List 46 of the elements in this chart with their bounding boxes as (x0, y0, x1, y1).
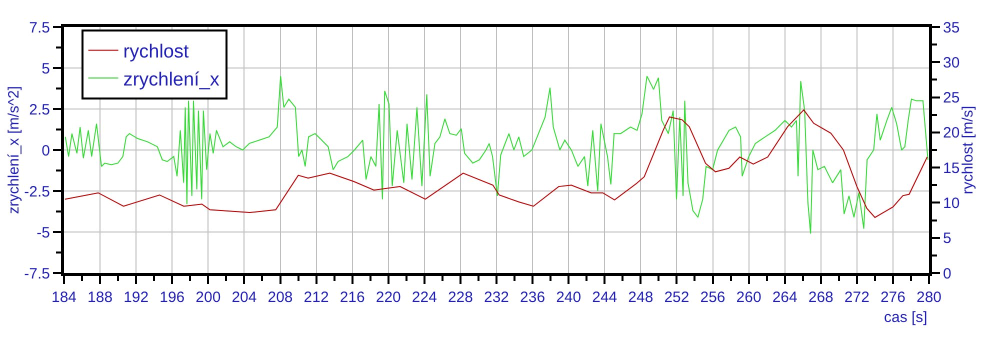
x-tick-label: 192 (124, 289, 149, 306)
y-tick-label: 2.5 (29, 101, 50, 118)
x-tick-label: 224 (412, 289, 437, 306)
y-tick-label: -5 (36, 224, 50, 242)
x-tick-label: 276 (880, 289, 906, 306)
line-series (64, 109, 928, 218)
x-tick-label: 260 (736, 289, 762, 306)
x-tick-label: 252 (664, 289, 690, 306)
y2-tick-label: 30 (943, 54, 960, 72)
y2-tick-label: 25 (943, 90, 960, 107)
x-tick-label: 232 (484, 289, 510, 306)
legend-label: rychlost (123, 42, 190, 63)
x-axis-title: cas [s] (884, 309, 928, 326)
y2-tick-label: 20 (943, 124, 960, 142)
x-tick-label: 212 (304, 289, 329, 306)
x-tick-label: 272 (844, 289, 870, 306)
x-tick-label: 228 (448, 289, 473, 306)
x-tick-label: 280 (916, 289, 942, 306)
y2-tick-label: 15 (943, 160, 960, 177)
x-tick-label: 268 (808, 289, 834, 306)
x-tick-label: 204 (232, 289, 257, 306)
x-tick-label: 248 (628, 289, 654, 306)
x-tick-label: 236 (520, 289, 546, 306)
x-tick-label: 240 (556, 289, 582, 306)
x-tick-label: 184 (51, 289, 77, 306)
x-tick-label: 220 (376, 289, 401, 306)
x-tick-label: 216 (340, 289, 365, 306)
x-tick-label: 256 (700, 289, 726, 306)
y-tick-label: 0 (42, 142, 50, 160)
x-tick-label: 188 (88, 289, 113, 306)
y-tick-label: 5 (42, 60, 50, 78)
x-tick-label: 208 (268, 289, 293, 306)
y2-axis-title: rychlost [m/s] (960, 106, 977, 194)
x-tick-label: 200 (196, 289, 221, 306)
x-tick-label: 244 (592, 289, 618, 306)
legend-label: zrychlení_x (123, 69, 220, 90)
x-tick-label: 264 (772, 289, 798, 306)
y-tick-label: -2.5 (24, 183, 50, 200)
y2-tick-label: 0 (943, 265, 952, 282)
y2-tick-label: 35 (943, 19, 960, 36)
y-tick-label: -7.5 (24, 265, 50, 282)
y2-tick-label: 10 (943, 194, 960, 212)
y-tick-label: 7.5 (29, 19, 50, 36)
y2-tick-label: 5 (943, 230, 952, 248)
y-axis-title: zrychlení_x [m/s^2] (5, 86, 22, 214)
x-tick-label: 196 (160, 289, 185, 306)
